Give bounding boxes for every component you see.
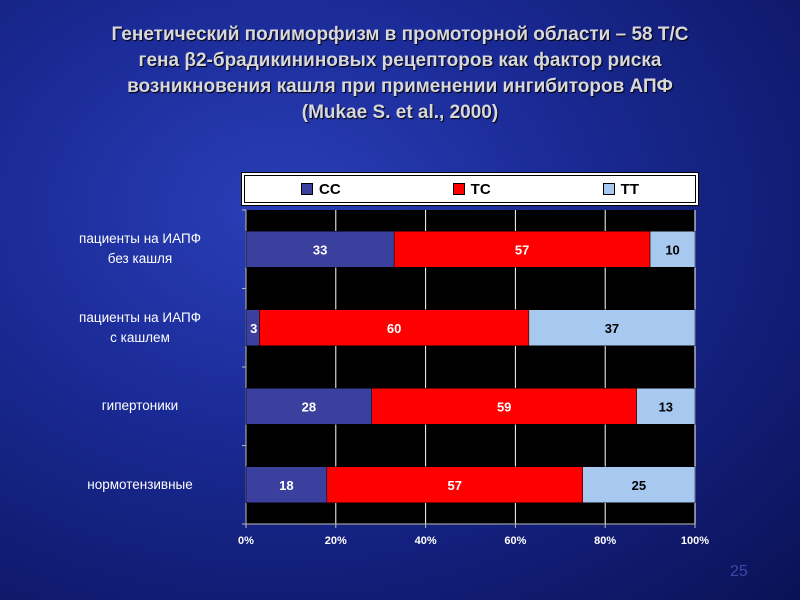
data-label-cc: 18 <box>279 478 293 493</box>
title-line-1: Генетический полиморфизм в промоторной о… <box>111 24 689 45</box>
data-label-cc: 28 <box>302 399 316 414</box>
data-label-tt: 25 <box>632 478 646 493</box>
page-number: 25 <box>730 563 748 580</box>
bar-tc <box>259 309 530 346</box>
legend-item-tt: TT <box>602 180 639 198</box>
data-label-cc: 3 <box>250 321 257 336</box>
data-label-tc: 57 <box>515 242 529 257</box>
category-label: гипертоники <box>40 396 240 416</box>
chart-title: Генетический полиморфизм в промоторной о… <box>0 22 800 126</box>
title-line-3: возникновения кашля при применении ингиб… <box>127 76 673 97</box>
category-label: нормотензивные <box>40 475 240 495</box>
x-tick-label: 80% <box>594 535 616 547</box>
legend-item-tc: TC <box>452 180 491 198</box>
category-label-line: с кашлем <box>110 329 170 345</box>
legend-label-tc: TC <box>470 180 491 198</box>
bar-cc <box>245 466 328 503</box>
data-label-tc: 57 <box>448 478 462 493</box>
bar-tt <box>582 466 696 503</box>
bar-tc <box>326 466 583 503</box>
bar-tc <box>371 388 637 425</box>
legend-item-cc: CC <box>301 181 341 198</box>
category-label-line: без кашля <box>107 251 173 267</box>
bar-cc <box>245 231 395 268</box>
data-label-tc: 60 <box>387 321 401 336</box>
legend-swatch-tt <box>602 183 615 195</box>
x-tick-label: 100% <box>681 535 709 547</box>
legend-label-tt: TT <box>620 180 639 198</box>
bar-cc <box>245 388 372 425</box>
bar-tt <box>528 309 696 346</box>
bar-tc <box>393 231 651 268</box>
category-label: пациенты на ИАПФ с кашлем <box>40 308 240 348</box>
data-label-cc: 33 <box>313 242 327 257</box>
category-label: пациенты на ИАПФ без кашля <box>40 229 240 269</box>
category-label-line: пациенты на ИАПФ <box>79 231 201 247</box>
bar-tt <box>636 388 696 425</box>
chart-legend: CC TC TT <box>244 175 696 203</box>
category-label-line: пациенты на ИАПФ <box>79 309 201 325</box>
category-label-line: гипертоники <box>101 398 179 414</box>
category-label-line: нормотензивные <box>87 476 193 492</box>
x-tick-label: 60% <box>504 535 526 547</box>
x-tick-label: 40% <box>415 535 437 547</box>
legend-swatch-tc <box>452 183 465 195</box>
title-line-2: гена β2-брадикининовых рецепторов как фа… <box>138 50 662 71</box>
data-label-tt: 37 <box>605 321 619 336</box>
bar-tt <box>649 231 696 268</box>
x-tick-label: 0% <box>238 535 254 547</box>
title-line-4: (Mukae S. et al., 2000) <box>301 102 499 123</box>
legend-label-cc: CC <box>319 180 341 198</box>
data-label-tt: 13 <box>659 399 673 414</box>
legend-swatch-cc <box>301 183 313 195</box>
data-label-tc: 59 <box>497 399 511 414</box>
data-label-tt: 10 <box>665 242 679 257</box>
x-tick-label: 20% <box>325 535 347 547</box>
